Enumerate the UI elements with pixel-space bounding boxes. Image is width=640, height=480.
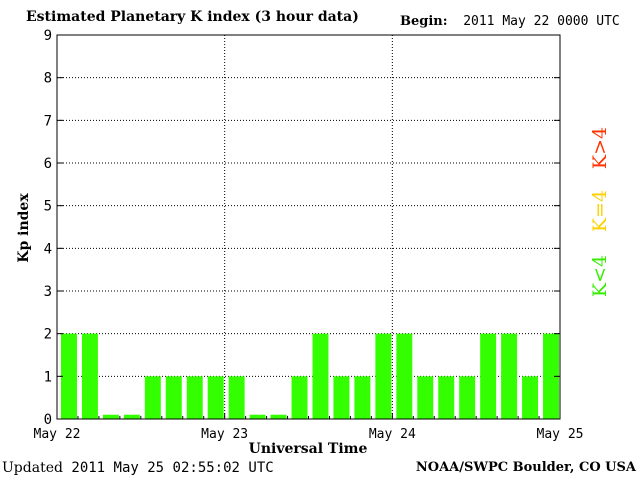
legend-k-greater-4: K>4	[589, 126, 611, 170]
begin-label: Begin:	[400, 14, 448, 29]
x-tick-label: May 24	[369, 427, 416, 442]
y-tick-label: 9	[44, 28, 52, 44]
kp-bar	[249, 414, 266, 419]
kp-bar	[81, 333, 98, 419]
grid	[57, 35, 560, 419]
kp-bar	[396, 333, 413, 419]
kp-bar	[207, 376, 224, 419]
kp-bar	[291, 376, 308, 419]
kp-bar	[144, 376, 161, 419]
y-tick-label: 3	[44, 284, 52, 300]
x-tick-label: May 22	[34, 427, 81, 442]
y-tick-label: 6	[44, 156, 52, 172]
kp-bar	[102, 414, 119, 419]
credit-text: NOAA/SWPC Boulder, CO USA	[415, 460, 636, 475]
kp-bar	[228, 376, 245, 419]
y-tick-label: 5	[44, 199, 52, 215]
axes: 0 1 2 3 4 5 6 7 8 9 May 22 May 23 May 24 May 25	[34, 28, 584, 442]
updated-timestamp: Updated 2011 May 25 02:55:02 UTC	[2, 460, 274, 476]
y-tick-label: 8	[44, 71, 52, 87]
updated-value: 2011 May 25 02:55:02 UTC	[71, 460, 274, 476]
kp-bar	[543, 333, 559, 419]
kp-bar	[123, 414, 140, 419]
x-axis-label: Universal Time	[249, 441, 368, 457]
kp-bar	[417, 376, 434, 419]
kp-bar	[61, 333, 77, 419]
kp-bar	[522, 376, 539, 419]
begin-value: 2011 May 22 0000 UTC	[463, 14, 620, 29]
legend-k-less-4: K<4	[589, 254, 611, 298]
kp-bar	[459, 376, 476, 419]
y-tick-label: 1	[44, 369, 52, 385]
y-tick-label: 7	[44, 113, 52, 129]
kp-bar	[438, 376, 455, 419]
kp-bar	[501, 333, 518, 419]
bars	[61, 333, 559, 419]
kp-bar	[375, 333, 392, 419]
x-tick-label: May 25	[537, 427, 584, 442]
x-tick-label: May 23	[201, 427, 248, 442]
y-tick-label: 0	[44, 412, 52, 428]
y-tick-label: 4	[44, 241, 52, 257]
y-tick-label: 2	[44, 327, 52, 343]
kp-bar	[165, 376, 182, 419]
kp-bar	[312, 333, 329, 419]
legend-k-equal-4: K=4	[589, 189, 611, 233]
y-axis-label: Kp index	[16, 193, 32, 263]
begin-timestamp: Begin: 2011 May 22 0000 UTC	[400, 14, 620, 29]
kp-bar	[354, 376, 371, 419]
kp-bar	[270, 414, 287, 419]
chart-title: Estimated Planetary K index (3 hour data…	[26, 9, 359, 25]
kp-bar	[186, 376, 203, 419]
updated-label: Updated	[2, 460, 63, 476]
kp-bar	[333, 376, 350, 419]
kp-bar	[480, 333, 497, 419]
